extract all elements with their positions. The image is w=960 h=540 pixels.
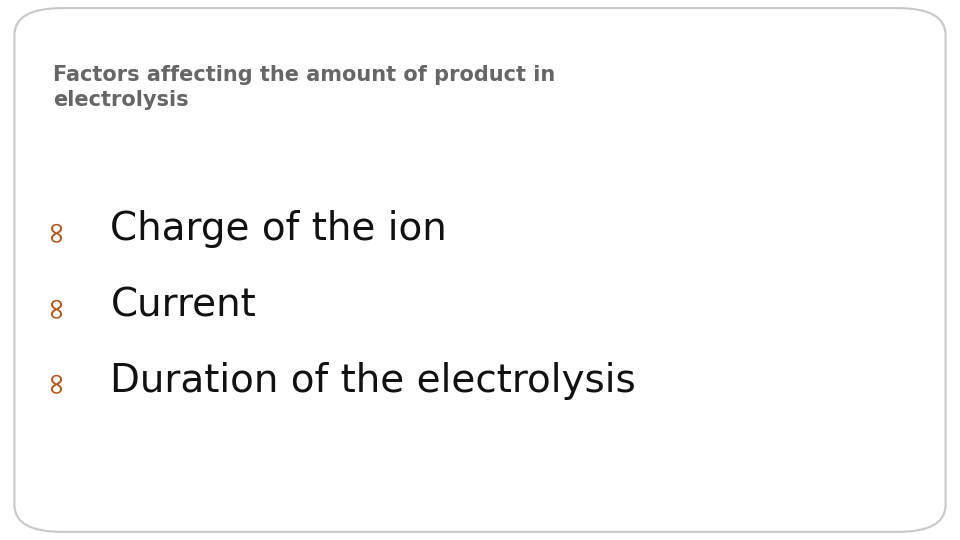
Text: ∞: ∞ xyxy=(41,368,70,393)
Text: ∞: ∞ xyxy=(41,293,70,318)
FancyBboxPatch shape xyxy=(14,8,946,532)
Text: ∞: ∞ xyxy=(41,217,70,242)
Text: Factors affecting the amount of product in
electrolysis: Factors affecting the amount of product … xyxy=(53,65,555,110)
Text: Current: Current xyxy=(110,286,256,324)
Text: Duration of the electrolysis: Duration of the electrolysis xyxy=(110,362,636,400)
Text: Charge of the ion: Charge of the ion xyxy=(110,211,447,248)
